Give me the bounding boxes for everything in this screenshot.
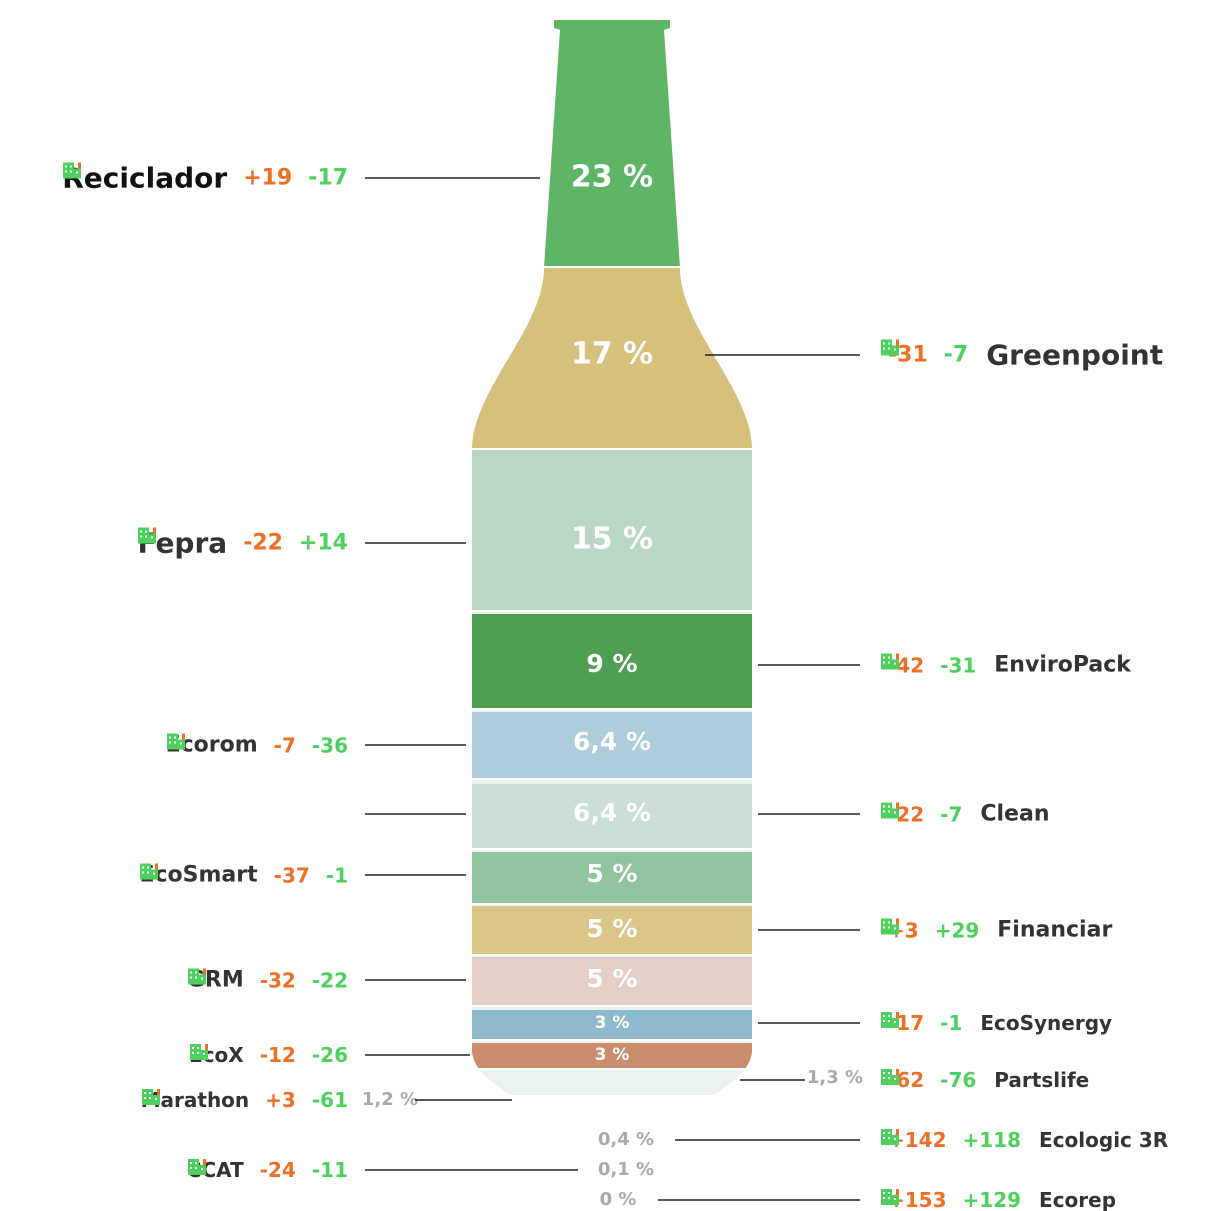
- factory-delta: +3: [265, 1088, 296, 1112]
- building-delta: +129: [963, 1188, 1022, 1211]
- building-delta: -7: [940, 802, 962, 826]
- share-label: 23 %: [571, 160, 653, 195]
- company-name: Ecorep: [1039, 1188, 1116, 1211]
- share-label: 0,4 %: [598, 1129, 654, 1150]
- share-label: 3 %: [595, 1045, 630, 1065]
- company-name: EcoSynergy: [980, 1011, 1112, 1035]
- segment-entry: EcoX-12-26: [189, 1043, 348, 1067]
- building-delta: -1: [940, 1011, 962, 1035]
- share-label: 0 %: [600, 1189, 637, 1210]
- share-label: 6,4 %: [573, 727, 651, 756]
- bottle-segment: [544, 20, 680, 266]
- segment-entry: Ecorom-7-36: [166, 733, 348, 758]
- building-delta: -11: [312, 1158, 348, 1182]
- share-label: 1,3 %: [807, 1067, 863, 1088]
- segment-entry: Marathon+3-61: [141, 1088, 348, 1112]
- segment-entry: Reciclador +19 -17: [62, 162, 348, 195]
- company-name: EnviroPack: [994, 653, 1131, 678]
- share-label: 17 %: [571, 337, 653, 372]
- segment-entry: CCAT-24-11: [187, 1158, 348, 1182]
- factory-delta: -7: [274, 733, 296, 757]
- segment-entry: GRM-32-22: [187, 968, 348, 993]
- building-delta: -36: [312, 733, 348, 757]
- building-delta: -26: [312, 1043, 348, 1067]
- building-delta: +14: [299, 531, 348, 556]
- building-delta: -1: [326, 863, 348, 887]
- building-delta: -22: [312, 968, 348, 992]
- company-name: Ecologic 3R: [1039, 1128, 1168, 1152]
- share-label: 5 %: [586, 914, 637, 943]
- share-label: 9 %: [586, 649, 637, 678]
- factory-delta: -12: [260, 1043, 296, 1067]
- building-delta: +29: [935, 918, 980, 942]
- company-name: Greenpoint: [986, 339, 1163, 372]
- company-name: Financiar: [997, 918, 1112, 943]
- building-delta: -31: [940, 653, 976, 677]
- factory-delta: -32: [260, 968, 296, 992]
- company-name: Clean: [980, 802, 1049, 827]
- share-label: 0,1 %: [598, 1159, 654, 1180]
- share-label: 15 %: [571, 522, 653, 557]
- infographic: 23 % 17 % 15 % 9 % 6,4 % 6,4 % 5 % 5 % 5 % 3 % 3 %…: [0, 0, 1208, 1211]
- building-delta: -17: [308, 166, 348, 191]
- segment-entry: Fepra-22+14: [137, 527, 348, 560]
- building-delta: -76: [940, 1068, 976, 1092]
- share-label: 3 %: [595, 1013, 630, 1033]
- factory-delta: -24: [260, 1158, 296, 1182]
- company-name: Reciclador: [62, 162, 227, 195]
- share-label: 6,4 %: [573, 798, 651, 827]
- building-delta: -7: [944, 343, 968, 368]
- factory-delta: -37: [274, 863, 310, 887]
- share-label: 1,2 %: [362, 1089, 418, 1110]
- building-delta: +118: [963, 1128, 1022, 1152]
- share-label: 5 %: [586, 964, 637, 993]
- company-name: Partslife: [994, 1068, 1089, 1092]
- factory-delta: -22: [243, 531, 283, 556]
- segment-entry: EcoSmart-37-1: [139, 863, 348, 888]
- share-label: 5 %: [586, 859, 637, 888]
- building-delta: -61: [312, 1088, 348, 1112]
- factory-delta: +19: [243, 166, 292, 191]
